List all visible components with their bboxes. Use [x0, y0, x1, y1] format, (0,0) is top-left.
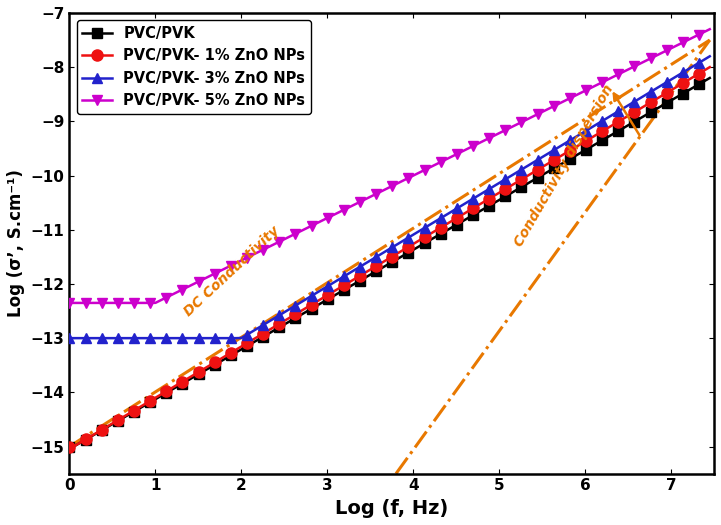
Line: PVC/PVK- 5% ZnO NPs: PVC/PVK- 5% ZnO NPs — [64, 24, 715, 308]
PVC/PVK- 5% ZnO NPs — [65, 300, 74, 306]
PVC/PVK- 5% ZnO NPs — [420, 167, 429, 173]
PVC/PVK- 1% ZnO NPs — [65, 444, 74, 450]
PVC/PVK- 1% ZnO NPs — [200, 366, 208, 372]
PVC/PVK- 1% ZnO NPs — [420, 234, 429, 240]
PVC/PVK- 5% ZnO NPs — [684, 37, 693, 43]
PVC/PVK- 5% ZnO NPs — [200, 276, 208, 282]
PVC/PVK — [65, 444, 74, 450]
Text: DC Conductivity: DC Conductivity — [181, 224, 282, 319]
PVC/PVK — [684, 87, 693, 93]
PVC/PVK- 3% ZnO NPs — [65, 335, 74, 341]
PVC/PVK- 1% ZnO NPs — [684, 77, 693, 83]
Legend: PVC/PVK, PVC/PVK- 1% ZnO NPs, PVC/PVK- 3% ZnO NPs, PVC/PVK- 5% ZnO NPs: PVC/PVK, PVC/PVK- 1% ZnO NPs, PVC/PVK- 3… — [76, 20, 311, 114]
PVC/PVK- 3% ZnO NPs — [237, 335, 246, 341]
PVC/PVK- 3% ZnO NPs — [200, 335, 208, 341]
PVC/PVK — [705, 75, 714, 81]
Line: PVC/PVK: PVC/PVK — [64, 73, 715, 452]
X-axis label: Log (f, Hz): Log (f, Hz) — [335, 499, 448, 518]
PVC/PVK- 3% ZnO NPs — [705, 53, 714, 59]
PVC/PVK- 1% ZnO NPs — [506, 183, 515, 189]
PVC/PVK — [237, 346, 246, 352]
PVC/PVK- 1% ZnO NPs — [705, 64, 714, 70]
PVC/PVK- 3% ZnO NPs — [506, 173, 515, 179]
PVC/PVK — [420, 240, 429, 246]
PVC/PVK- 3% ZnO NPs — [420, 225, 429, 231]
PVC/PVK — [200, 368, 208, 374]
Text: Conductivity dispersion: Conductivity dispersion — [512, 82, 616, 249]
PVC/PVK- 5% ZnO NPs — [237, 257, 246, 264]
PVC/PVK- 1% ZnO NPs — [571, 144, 580, 151]
PVC/PVK- 3% ZnO NPs — [684, 66, 693, 72]
PVC/PVK- 3% ZnO NPs — [571, 134, 580, 140]
PVC/PVK- 5% ZnO NPs — [705, 26, 714, 33]
Line: PVC/PVK- 3% ZnO NPs: PVC/PVK- 3% ZnO NPs — [64, 51, 715, 343]
PVC/PVK- 5% ZnO NPs — [571, 92, 580, 99]
Y-axis label: Log (σ’, S.cm⁻¹): Log (σ’, S.cm⁻¹) — [7, 170, 25, 317]
PVC/PVK — [571, 153, 580, 159]
PVC/PVK — [506, 190, 515, 196]
PVC/PVK- 5% ZnO NPs — [506, 124, 515, 131]
Line: PVC/PVK- 1% ZnO NPs: PVC/PVK- 1% ZnO NPs — [63, 61, 715, 452]
PVC/PVK- 1% ZnO NPs — [237, 343, 246, 350]
